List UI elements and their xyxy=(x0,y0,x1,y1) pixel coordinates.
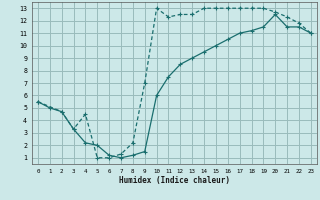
X-axis label: Humidex (Indice chaleur): Humidex (Indice chaleur) xyxy=(119,176,230,185)
